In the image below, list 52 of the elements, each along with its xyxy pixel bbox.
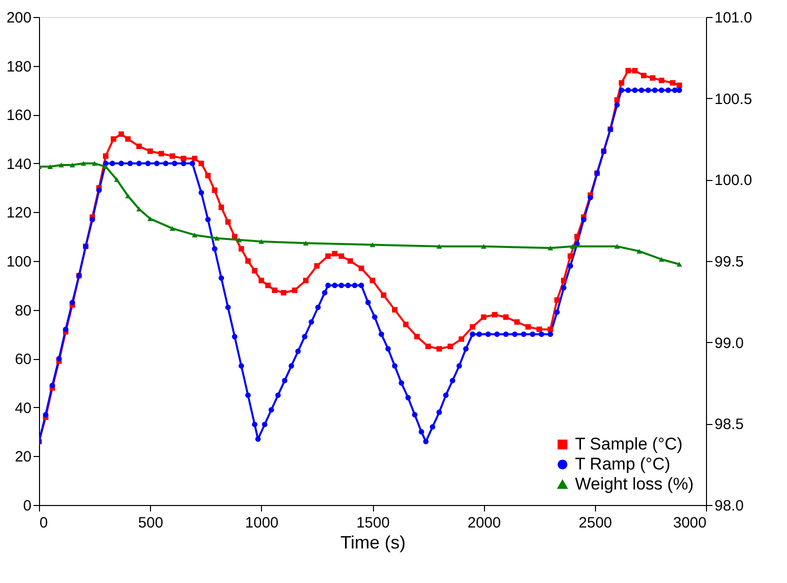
x-tick-label: 500 xyxy=(138,514,164,532)
legend-label: T Ramp (°C) xyxy=(575,454,670,474)
y-tick-label: 60 xyxy=(14,351,32,368)
y-tick-label: 40 xyxy=(14,400,32,417)
y2-tick-label: 98.0 xyxy=(714,498,744,514)
point xyxy=(170,226,176,231)
point xyxy=(80,161,86,166)
point xyxy=(147,216,153,222)
y2-tick-label: 101.0 xyxy=(714,10,752,26)
point xyxy=(370,242,376,248)
y-tick-label: 80 xyxy=(14,302,32,320)
point xyxy=(236,237,242,242)
point xyxy=(192,232,198,238)
point xyxy=(125,194,131,198)
point xyxy=(436,244,442,249)
point xyxy=(676,262,682,267)
x-tick-label: 3000 xyxy=(673,514,706,532)
point xyxy=(614,244,620,249)
x-tick-label: 1500 xyxy=(356,514,390,532)
y2-tick-label: 99.5 xyxy=(714,254,744,270)
y2-tick-label: 100.0 xyxy=(714,172,752,190)
y-tick-label: 140 xyxy=(6,156,32,173)
legend-label: T Sample (°C) xyxy=(575,434,683,454)
point xyxy=(303,240,309,246)
y2-tick-label: 99.0 xyxy=(714,334,744,352)
point xyxy=(570,244,576,249)
x-tick-label: 2000 xyxy=(467,514,501,532)
y-tick-label: 20 xyxy=(14,448,32,466)
point xyxy=(102,164,108,170)
point xyxy=(58,162,64,168)
point xyxy=(258,239,264,244)
point xyxy=(114,177,120,182)
point xyxy=(636,248,642,254)
point xyxy=(480,244,486,249)
y-tick-label: 100 xyxy=(6,254,32,270)
y-tick-label: 180 xyxy=(6,58,32,76)
y2-tick-label: 98.5 xyxy=(714,416,744,434)
legend-label: Weight loss (%) xyxy=(575,474,694,494)
point xyxy=(47,164,53,170)
y2-tick-label: 100.5 xyxy=(714,90,752,108)
y-tick-label: 200 xyxy=(6,10,32,26)
x-tick-label: 2500 xyxy=(578,514,612,532)
y-tick-label: 120 xyxy=(6,204,32,222)
y-tick-label: 0 xyxy=(23,498,32,514)
point xyxy=(70,162,76,168)
y-tick-label: 160 xyxy=(6,107,32,124)
x-tick-label: 0 xyxy=(40,514,48,532)
point xyxy=(214,236,220,241)
point xyxy=(92,161,98,166)
point xyxy=(548,246,554,250)
x-tick-label: 1000 xyxy=(245,514,279,532)
x-axis-title: Time (s) xyxy=(340,532,406,552)
